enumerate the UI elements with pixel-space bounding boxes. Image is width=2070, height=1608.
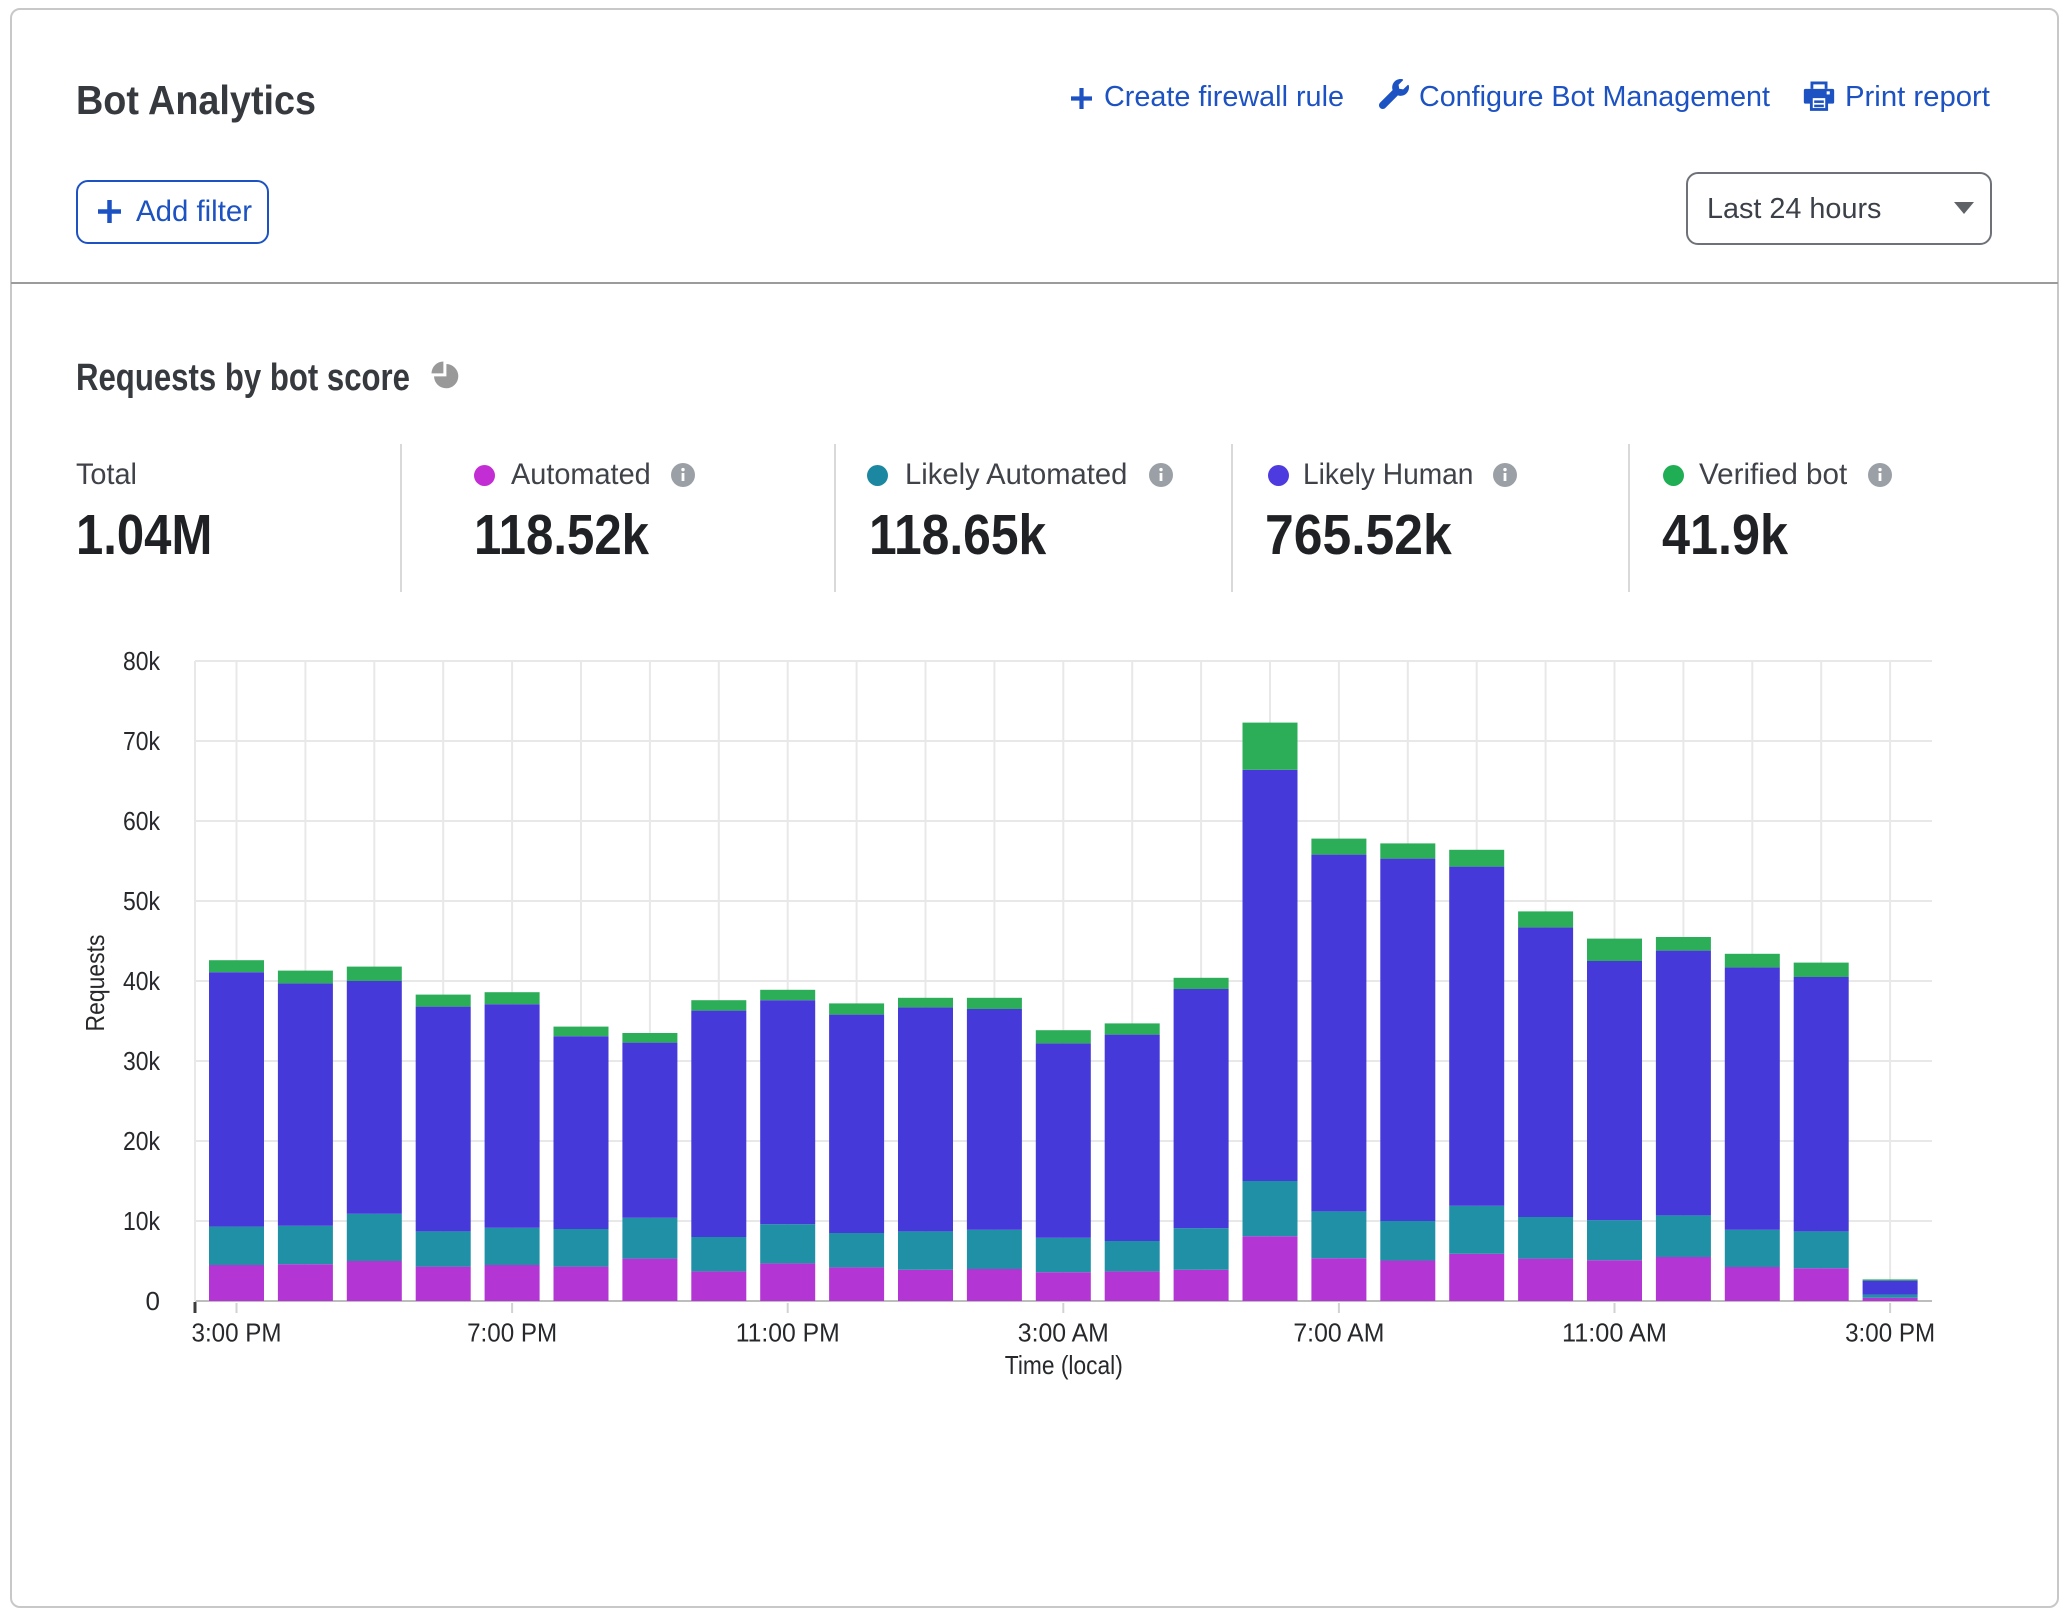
svg-text:60k: 60k: [123, 806, 161, 836]
svg-text:3:00 PM: 3:00 PM: [1845, 1318, 1935, 1348]
svg-text:7:00 AM: 7:00 AM: [1293, 1318, 1384, 1348]
svg-text:50k: 50k: [123, 886, 161, 916]
svg-text:40k: 40k: [123, 966, 161, 996]
svg-text:20k: 20k: [123, 1126, 161, 1156]
svg-text:3:00 AM: 3:00 AM: [1018, 1318, 1109, 1348]
svg-text:3:00 PM: 3:00 PM: [192, 1318, 282, 1348]
svg-text:Requests: Requests: [80, 935, 110, 1032]
svg-text:0: 0: [146, 1286, 160, 1316]
svg-text:11:00 PM: 11:00 PM: [736, 1318, 840, 1348]
svg-text:11:00 AM: 11:00 AM: [1562, 1318, 1667, 1348]
svg-text:7:00 PM: 7:00 PM: [467, 1318, 557, 1348]
svg-text:Time (local): Time (local): [1005, 1350, 1123, 1380]
svg-text:30k: 30k: [123, 1046, 161, 1076]
svg-text:10k: 10k: [123, 1206, 161, 1236]
svg-text:80k: 80k: [123, 646, 161, 676]
svg-text:70k: 70k: [123, 726, 161, 756]
